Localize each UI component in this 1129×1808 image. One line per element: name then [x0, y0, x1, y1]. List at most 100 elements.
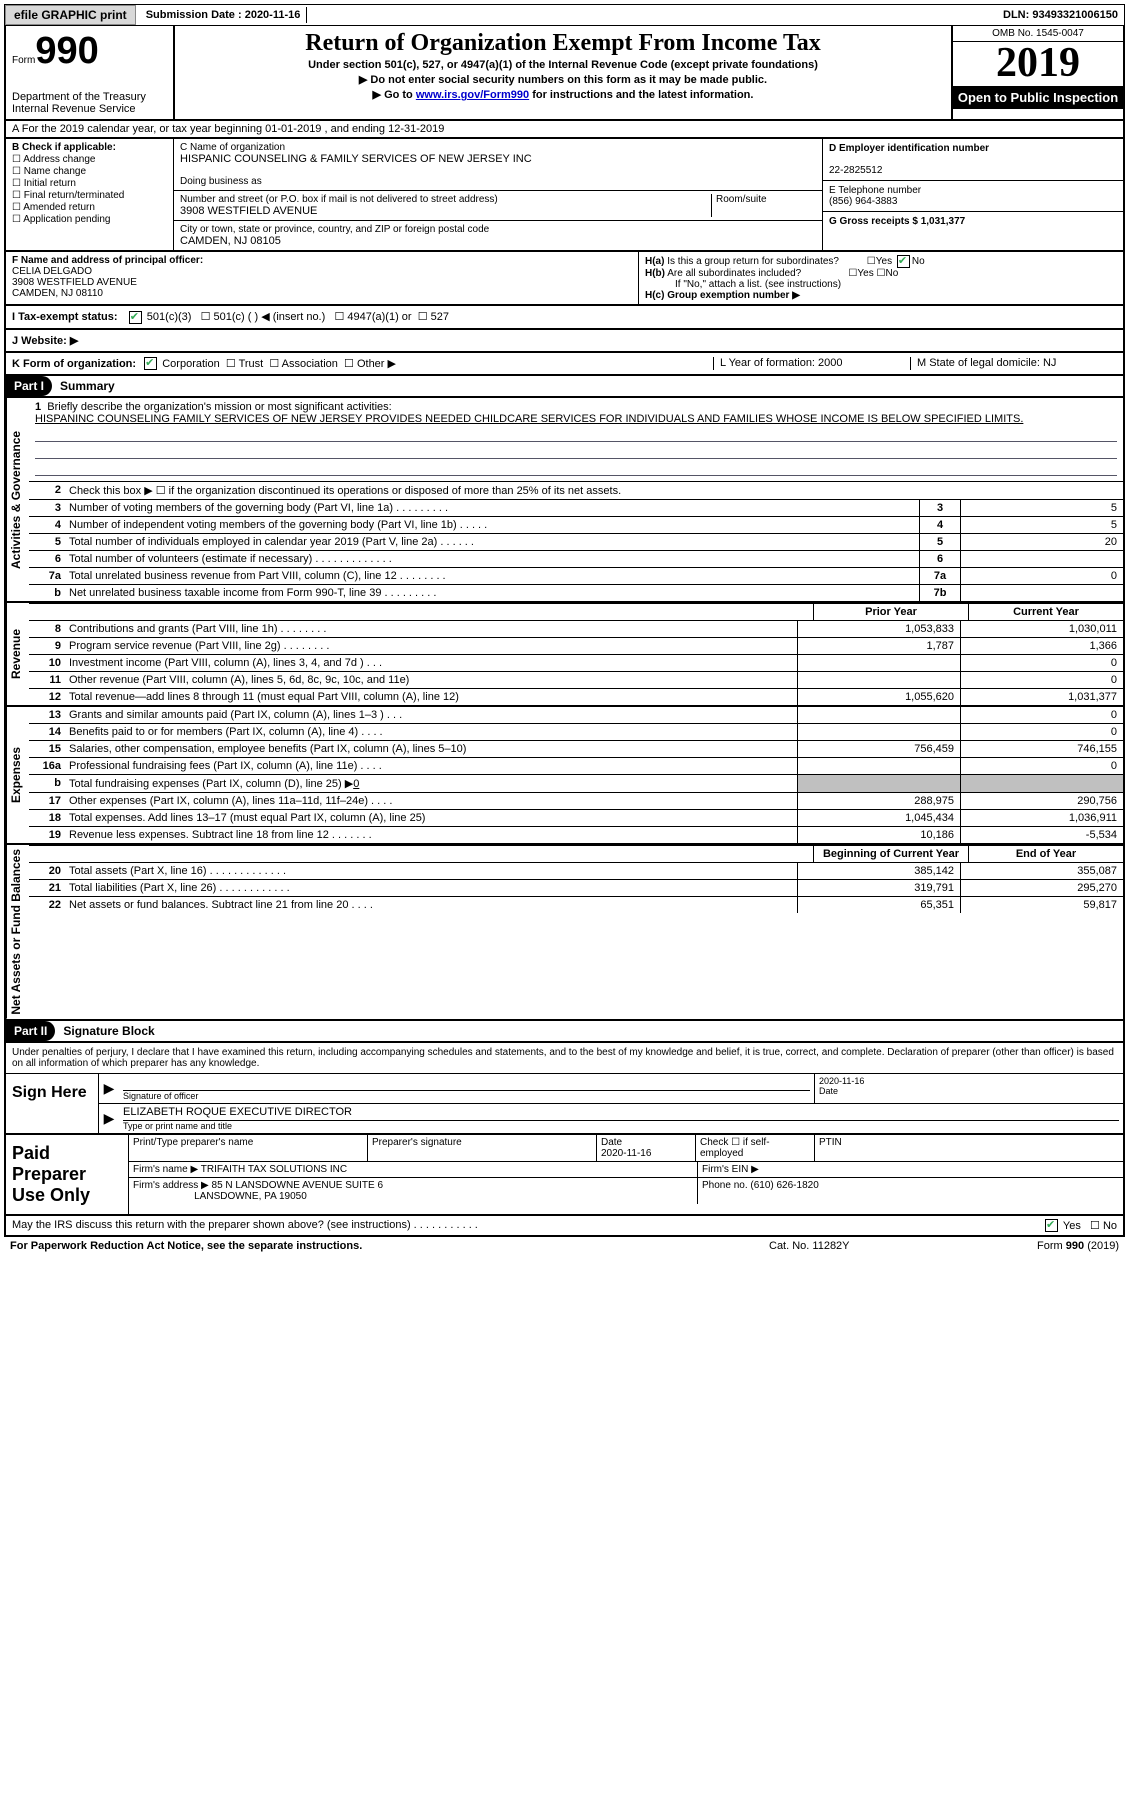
form-header: Form990 Department of the Treasury Inter… — [4, 26, 1125, 121]
part2-header: Part II Signature Block — [4, 1021, 1125, 1043]
arrow-icon: ▶ — [99, 1074, 119, 1103]
l21-end: 295,270 — [960, 880, 1123, 896]
line7b-val — [960, 585, 1123, 601]
l16a-prior — [797, 758, 960, 774]
l20-end: 355,087 — [960, 863, 1123, 879]
main-info: B Check if applicable: ☐ Address change … — [4, 139, 1125, 252]
discuss-row: May the IRS discuss this return with the… — [4, 1216, 1125, 1238]
netassets-section: Net Assets or Fund Balances Beginning of… — [4, 845, 1125, 1021]
status-row: I Tax-exempt status: 501(c)(3) ☐ 501(c) … — [4, 306, 1125, 330]
l8-current: 1,030,011 — [960, 621, 1123, 637]
firm-phone: Phone no. (610) 626-1820 — [698, 1178, 1123, 1204]
l10-prior — [797, 655, 960, 671]
top-bar: efile GRAPHIC print Submission Date : 20… — [4, 4, 1125, 26]
right-info: D Employer identification number 22-2825… — [823, 139, 1123, 250]
submission-date: Submission Date : 2020-11-16 — [140, 7, 308, 23]
section-c: C Name of organization HISPANIC COUNSELI… — [174, 139, 823, 250]
l13-prior — [797, 707, 960, 723]
l19-current: -5,534 — [960, 827, 1123, 843]
officer-printed: ELIZABETH ROQUE EXECUTIVE DIRECTOR — [123, 1106, 1119, 1121]
501c3-check — [129, 311, 142, 324]
subtitle-3: ▶ Go to www.irs.gov/Form990 for instruct… — [183, 88, 943, 101]
exp-side-label: Expenses — [6, 707, 29, 843]
part1-header: Part I Summary — [4, 376, 1125, 398]
l19-prior: 10,186 — [797, 827, 960, 843]
l11-prior — [797, 672, 960, 688]
subtitle-2: ▶ Do not enter social security numbers o… — [183, 73, 943, 86]
state-domicile: M State of legal domicile: NJ — [910, 357, 1117, 371]
l12-prior: 1,055,620 — [797, 689, 960, 705]
form-ref: Form 990 (2019) — [969, 1240, 1119, 1252]
row-f-h: F Name and address of principal officer:… — [4, 252, 1125, 306]
ha-no-check — [897, 255, 910, 268]
l17-prior: 288,975 — [797, 793, 960, 809]
l20-beg: 385,142 — [797, 863, 960, 879]
prep-date: 2020-11-16 — [601, 1148, 651, 1159]
sign-here-label: Sign Here — [6, 1074, 99, 1133]
org-city: CAMDEN, NJ 08105 — [180, 235, 816, 247]
tax-year: 2019 — [953, 42, 1123, 84]
section-b: B Check if applicable: ☐ Address change … — [6, 139, 174, 250]
firm-name: TRIFAITH TAX SOLUTIONS INC — [201, 1164, 347, 1175]
l11-current: 0 — [960, 672, 1123, 688]
l9-current: 1,366 — [960, 638, 1123, 654]
l14-prior — [797, 724, 960, 740]
net-side-label: Net Assets or Fund Balances — [6, 845, 29, 1019]
form-title: Return of Organization Exempt From Incom… — [183, 30, 943, 57]
sig-date: 2020-11-16 — [819, 1076, 1119, 1086]
dept-label: Department of the Treasury Internal Reve… — [12, 91, 167, 115]
l15-current: 746,155 — [960, 741, 1123, 757]
l17-current: 290,756 — [960, 793, 1123, 809]
firm-addr2: LANSDOWNE, PA 19050 — [194, 1191, 307, 1202]
l22-beg: 65,351 — [797, 897, 960, 913]
bottom-line: For Paperwork Reduction Act Notice, see … — [4, 1237, 1125, 1255]
preparer-block: Paid Preparer Use Only Print/Type prepar… — [4, 1135, 1125, 1216]
l18-prior: 1,045,434 — [797, 810, 960, 826]
line6-val — [960, 551, 1123, 567]
year-formation: L Year of formation: 2000 — [713, 357, 910, 371]
paperwork-notice: For Paperwork Reduction Act Notice, see … — [10, 1240, 769, 1252]
open-inspection: Open to Public Inspection — [953, 86, 1123, 109]
irs-link[interactable]: www.irs.gov/Form990 — [416, 89, 529, 101]
line3-val: 5 — [960, 500, 1123, 516]
l13-current: 0 — [960, 707, 1123, 723]
l10-current: 0 — [960, 655, 1123, 671]
revenue-section: Revenue Prior YearCurrent Year 8Contribu… — [4, 603, 1125, 707]
form-label: Form — [12, 55, 35, 66]
officer-name: CELIA DELGADO — [12, 266, 92, 277]
l16a-current: 0 — [960, 758, 1123, 774]
efile-btn[interactable]: efile GRAPHIC print — [5, 5, 136, 25]
ein: 22-2825512 — [829, 165, 882, 176]
l22-end: 59,817 — [960, 897, 1123, 913]
subtitle-1: Under section 501(c), 527, or 4947(a)(1)… — [183, 59, 943, 71]
line7a-val: 0 — [960, 568, 1123, 584]
l16b-val: 0 — [353, 778, 359, 790]
rev-side-label: Revenue — [6, 603, 29, 705]
l9-prior: 1,787 — [797, 638, 960, 654]
row-a: A For the 2019 calendar year, or tax yea… — [4, 121, 1125, 139]
paid-preparer-label: Paid Preparer Use Only — [6, 1135, 129, 1214]
cat-no: Cat. No. 11282Y — [769, 1240, 969, 1252]
l8-prior: 1,053,833 — [797, 621, 960, 637]
org-address: 3908 WESTFIELD AVENUE — [180, 205, 711, 217]
gross-receipts: G Gross receipts $ 1,031,377 — [829, 216, 965, 227]
l12-current: 1,031,377 — [960, 689, 1123, 705]
corp-check — [144, 357, 157, 370]
phone: (856) 964-3883 — [829, 196, 897, 207]
l14-current: 0 — [960, 724, 1123, 740]
firm-addr1: 85 N LANSDOWNE AVENUE SUITE 6 — [212, 1180, 384, 1191]
line4-val: 5 — [960, 517, 1123, 533]
mission-text: HISPANINC COUNSELING FAMILY SERVICES OF … — [35, 413, 1023, 425]
line5-val: 20 — [960, 534, 1123, 550]
penalty-text: Under penalties of perjury, I declare th… — [6, 1043, 1123, 1074]
arrow-icon: ▶ — [99, 1104, 119, 1133]
l15-prior: 756,459 — [797, 741, 960, 757]
dln: DLN: 93493321006150 — [997, 7, 1124, 23]
org-name: HISPANIC COUNSELING & FAMILY SERVICES OF… — [180, 153, 816, 165]
discuss-yes-check — [1045, 1219, 1058, 1232]
k-row: K Form of organization: Corporation ☐ Tr… — [4, 353, 1125, 377]
website-row: J Website: ▶ — [4, 330, 1125, 353]
gov-side-label: Activities & Governance — [6, 398, 29, 601]
governance-section: Activities & Governance 1 Briefly descri… — [4, 398, 1125, 603]
l21-beg: 319,791 — [797, 880, 960, 896]
